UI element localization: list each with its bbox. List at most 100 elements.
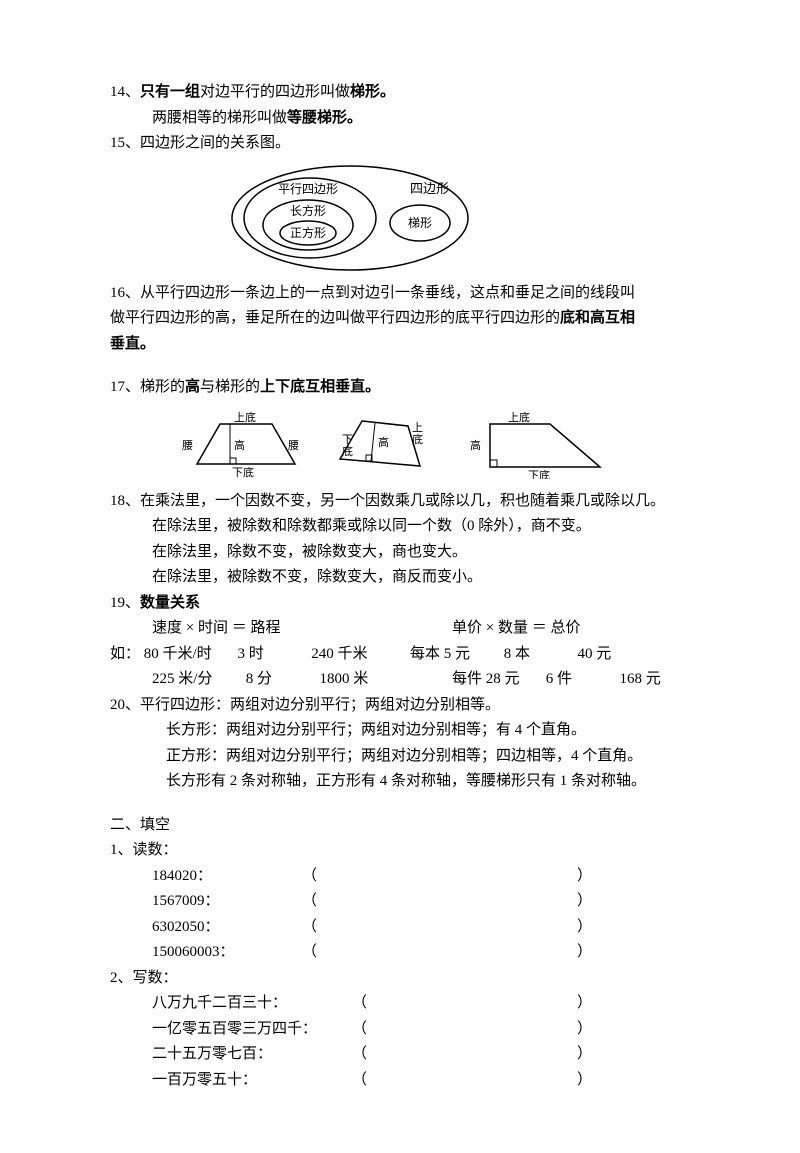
text-bold: 垂直。 — [110, 336, 155, 352]
fill-row: 184020：（ ） — [110, 864, 700, 890]
item-20-l2: 长方形：两组对边分别平行；两组对边分别相等；有 4 个直角。 — [110, 718, 700, 744]
text: 与梯形的 — [200, 379, 260, 395]
q2-rows: 八万九千二百三十：（）一亿零五百零三万四千：（）二十五万零七百：（）一百万零五十… — [110, 991, 700, 1093]
item-number: 16、 — [110, 285, 140, 301]
svg-text:腰: 腰 — [182, 439, 193, 452]
cell: 6 件 — [546, 667, 616, 693]
item-20-l4: 长方形有 2 条对称轴，正方形有 4 条对称轴，等腰梯形只有 1 条对称轴。 — [110, 769, 700, 795]
fill-label: 二十五万零七百： — [152, 1042, 352, 1068]
svg-text:底: 底 — [412, 432, 423, 446]
trapezoid-diagrams: 上底 下底 腰 腰 高 上 底 下 底 高 上底 下底 高 — [180, 409, 700, 479]
text: 在除法里，被除数和除数都乘或除以同一个数（0 除外），商不变。 — [152, 518, 591, 534]
fill-row: 1567009：（） — [110, 889, 700, 915]
fill-label: 184020： — [152, 864, 302, 890]
fill-row: 6302050：（） — [110, 915, 700, 941]
item-17: 17、梯形的高与梯形的上下底互相垂直。 — [110, 375, 700, 401]
svg-text:上底: 上底 — [234, 410, 256, 424]
paren-open: （ — [352, 991, 367, 1017]
cell: 240 千米 — [311, 646, 367, 662]
blank-field[interactable] — [317, 940, 577, 966]
text: 在乘法里，一个因数不变，另一个因数乘几或除以几，积也随着乘几或除以几。 — [140, 493, 665, 509]
item-20: 20、平行四边形：两组对边分别平行；两组对边分别相等。 — [110, 693, 700, 719]
fill-row: 150060003：（） — [110, 940, 700, 966]
q2-head: 2、写数： — [110, 966, 700, 992]
paren-open: （ — [352, 1017, 367, 1043]
label-parallelogram: 平行四边形 — [278, 182, 338, 196]
svg-text:高: 高 — [234, 438, 245, 452]
paren-close: ） — [577, 915, 592, 941]
blank-field[interactable] — [317, 889, 577, 915]
paren-open: （ — [302, 864, 317, 890]
fill-label: 八万九千二百三十： — [152, 991, 352, 1017]
text-bold: 只有一组 — [140, 84, 200, 100]
svg-text:上: 上 — [412, 421, 423, 434]
cell: 3 时 — [238, 642, 308, 668]
blank-field[interactable] — [367, 1042, 577, 1068]
fill-label: 6302050： — [152, 915, 302, 941]
text: 写数： — [133, 970, 178, 986]
item-18-l2: 在除法里，被除数和除数都乘或除以同一个数（0 除外），商不变。 — [110, 514, 700, 540]
fill-row: 二十五万零七百：（） — [110, 1042, 700, 1068]
venn-diagram: 四边形 平行四边形 长方形 正方形 梯形 — [230, 163, 700, 273]
paren-close: ） — [577, 889, 592, 915]
paren-close: ） — [577, 991, 592, 1017]
paren-open: （ — [352, 1042, 367, 1068]
svg-text:下底: 下底 — [528, 468, 550, 479]
svg-text:底: 底 — [342, 444, 353, 458]
right-head: 单价 × 数量 ＝ 总价 — [452, 616, 700, 642]
text: 梯形的 — [140, 379, 185, 395]
text: 长方形有 2 条对称轴，正方形有 4 条对称轴，等腰梯形只有 1 条对称轴。 — [166, 773, 646, 789]
item-14-line2: 两腰相等的梯形叫做等腰梯形。 — [110, 106, 700, 132]
item-20-l3: 正方形：两组对边分别平行；两组对边分别相等；四边相等，4 个直角。 — [110, 744, 700, 770]
text: 正方形：两组对边分别平行；两组对边分别相等；四边相等，4 个直角。 — [166, 748, 642, 764]
paren-close: ） — [577, 864, 592, 890]
item-19: 19、数量关系 — [110, 591, 700, 617]
fill-label: 一百万零五十： — [152, 1068, 352, 1094]
text: 从平行四边形一条边上的一点到对边引一条垂线，这点和垂足之间的线段叫 — [140, 285, 635, 301]
text: 读数： — [133, 842, 178, 858]
item-16-line3: 垂直。 — [110, 332, 700, 358]
item-14: 14、只有一组对边平行的四边形叫做梯形。 — [110, 80, 700, 106]
q1-rows: 184020：（）1567009：（）6302050：（）150060003：（… — [110, 864, 700, 966]
item-19-heads: 速度 × 时间 ＝ 路程 单价 × 数量 ＝ 总价 — [110, 616, 700, 642]
cell: 8 本 — [504, 642, 574, 668]
text-bold: 高 — [185, 379, 200, 395]
blank-field[interactable] — [317, 864, 577, 890]
svg-text:上底: 上底 — [508, 410, 530, 424]
item-number: 14、 — [110, 84, 140, 100]
item-18-l3: 在除法里，除数不变，被除数变大，商也变大。 — [110, 540, 700, 566]
fill-label: 一亿零五百零三万四千： — [152, 1017, 352, 1043]
svg-text:下底: 下底 — [232, 465, 254, 479]
label-quadrilateral: 四边形 — [410, 181, 449, 196]
svg-text:腰: 腰 — [288, 439, 299, 452]
paren-open: （ — [302, 889, 317, 915]
blank-field[interactable] — [367, 991, 577, 1017]
text: 长方形：两组对边分别平行；两组对边分别相等；有 4 个直角。 — [166, 722, 586, 738]
paren-close: ） — [577, 940, 592, 966]
text: 对边平行的四边形叫做 — [200, 84, 350, 100]
item-16: 16、从平行四边形一条边上的一点到对边引一条垂线，这点和垂足之间的线段叫 — [110, 281, 700, 307]
item-number: 17、 — [110, 379, 140, 395]
blank-field[interactable] — [317, 915, 577, 941]
blank-field[interactable] — [367, 1017, 577, 1043]
cell: 168 元 — [620, 671, 661, 687]
svg-text:下: 下 — [342, 434, 353, 446]
item-number: 15、 — [110, 135, 140, 151]
text-bold: 上下底互相垂直。 — [260, 379, 380, 395]
paren-open: （ — [352, 1068, 367, 1094]
fill-row: 一百万零五十：（） — [110, 1068, 700, 1094]
item-number: 20、 — [110, 697, 140, 713]
svg-text:高: 高 — [378, 435, 389, 449]
fill-label: 150060003： — [152, 940, 302, 966]
item-16-line2: 做平行四边形的高，垂足所在的边叫做平行四边形的底平行四边形的底和高互相 — [110, 306, 700, 332]
text: 在除法里，除数不变，被除数变大，商也变大。 — [152, 544, 467, 560]
cell: 80 千米/时 — [144, 642, 234, 668]
text-bold: 等腰梯形。 — [287, 110, 362, 126]
item-18-l4: 在除法里，被除数不变，除数变大，商反而变小。 — [110, 565, 700, 591]
text: 四边形之间的关系图。 — [140, 135, 290, 151]
blank-field[interactable] — [367, 1068, 577, 1094]
text-bold: 梯形。 — [350, 84, 395, 100]
label-trapezoid: 梯形 — [408, 216, 432, 230]
cell: 每本 5 元 — [410, 642, 500, 668]
item-number: 1、 — [110, 842, 133, 858]
